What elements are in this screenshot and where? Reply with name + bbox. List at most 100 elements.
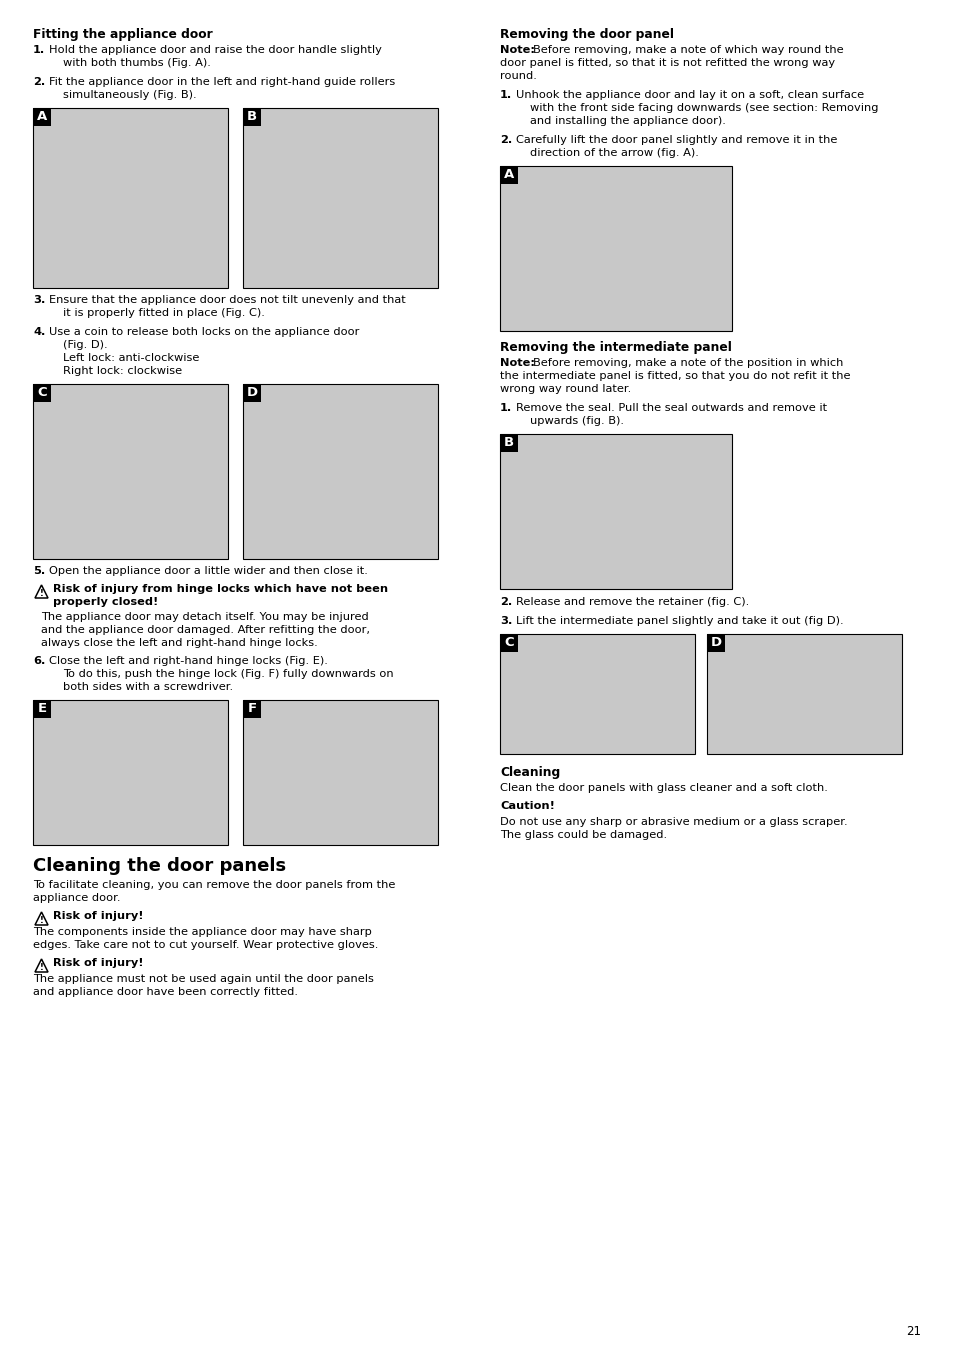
Text: 2.: 2. [499, 597, 512, 608]
Text: !: ! [39, 963, 44, 972]
Text: The appliance door may detach itself. You may be injured: The appliance door may detach itself. Yo… [41, 612, 369, 622]
Text: 3.: 3. [33, 296, 46, 305]
Text: Fit the appliance door in the left and right-hand guide rollers: Fit the appliance door in the left and r… [49, 77, 395, 86]
Text: appliance door.: appliance door. [33, 892, 120, 903]
Text: 1.: 1. [33, 45, 45, 55]
Text: 6.: 6. [33, 656, 46, 666]
Text: D: D [246, 386, 257, 400]
Text: Remove the seal. Pull the seal outwards and remove it: Remove the seal. Pull the seal outwards … [516, 404, 826, 413]
Bar [243, 701, 261, 718]
Bar [33, 108, 51, 126]
Text: Open the appliance door a little wider and then close it.: Open the appliance door a little wider a… [49, 566, 368, 576]
Text: Removing the door panel: Removing the door panel [499, 28, 673, 40]
Text: 5.: 5. [33, 566, 45, 576]
Text: upwards (fig. B).: upwards (fig. B). [530, 416, 623, 427]
Text: The glass could be damaged.: The glass could be damaged. [499, 830, 666, 840]
Text: 1.: 1. [499, 404, 512, 413]
Bar [706, 634, 724, 652]
Text: To facilitate cleaning, you can remove the door panels from the: To facilitate cleaning, you can remove t… [33, 880, 395, 890]
Bar [499, 433, 731, 589]
Text: Hold the appliance door and raise the door handle slightly: Hold the appliance door and raise the do… [49, 45, 381, 55]
Bar [243, 108, 261, 126]
Bar [499, 634, 695, 755]
Text: edges. Take care not to cut yourself. Wear protective gloves.: edges. Take care not to cut yourself. We… [33, 940, 378, 950]
Text: Lift the intermediate panel slightly and take it out (fig D).: Lift the intermediate panel slightly and… [516, 616, 842, 626]
Text: it is properly fitted in place (Fig. C).: it is properly fitted in place (Fig. C). [63, 308, 265, 319]
Text: door panel is fitted, so that it is not refitted the wrong way: door panel is fitted, so that it is not … [499, 58, 834, 68]
Text: wrong way round later.: wrong way round later. [499, 383, 631, 394]
Bar [499, 433, 517, 452]
Text: Cleaning: Cleaning [499, 765, 559, 779]
Text: Fitting the appliance door: Fitting the appliance door [33, 28, 213, 40]
Text: 21: 21 [905, 1324, 920, 1338]
Polygon shape [35, 913, 48, 925]
Text: A: A [503, 169, 514, 181]
Text: Before removing, make a note of which way round the: Before removing, make a note of which wa… [533, 45, 842, 55]
Bar [499, 166, 731, 331]
Bar [243, 701, 437, 845]
Text: simultaneously (Fig. B).: simultaneously (Fig. B). [63, 90, 196, 100]
Text: A: A [37, 111, 47, 123]
Text: Carefully lift the door panel slightly and remove it in the: Carefully lift the door panel slightly a… [516, 135, 837, 144]
Text: always close the left and right-hand hinge locks.: always close the left and right-hand hin… [41, 639, 317, 648]
Text: Risk of injury!: Risk of injury! [53, 911, 143, 921]
Text: and installing the appliance door).: and installing the appliance door). [530, 116, 725, 126]
Bar [33, 108, 228, 288]
Text: 2.: 2. [33, 77, 45, 86]
Text: both sides with a screwdriver.: both sides with a screwdriver. [63, 682, 233, 693]
Text: 2.: 2. [499, 135, 512, 144]
Text: Release and remove the retainer (fig. C).: Release and remove the retainer (fig. C)… [516, 597, 748, 608]
Bar [499, 166, 517, 184]
Text: the intermediate panel is fitted, so that you do not refit it the: the intermediate panel is fitted, so tha… [499, 371, 850, 381]
Bar [243, 383, 261, 402]
Text: and appliance door have been correctly fitted.: and appliance door have been correctly f… [33, 987, 297, 998]
Text: To do this, push the hinge lock (Fig. F) fully downwards on: To do this, push the hinge lock (Fig. F)… [63, 670, 394, 679]
Bar [499, 634, 517, 652]
Text: Right lock: clockwise: Right lock: clockwise [63, 366, 182, 377]
Text: 3.: 3. [499, 616, 512, 626]
Text: and the appliance door damaged. After refitting the door,: and the appliance door damaged. After re… [41, 625, 370, 634]
Text: Note:: Note: [499, 45, 535, 55]
Text: Use a coin to release both locks on the appliance door: Use a coin to release both locks on the … [49, 327, 359, 338]
Text: Left lock: anti-clockwise: Left lock: anti-clockwise [63, 352, 199, 363]
Bar [243, 383, 437, 559]
Text: Close the left and right-hand hinge locks (Fig. E).: Close the left and right-hand hinge lock… [49, 656, 328, 666]
Text: Removing the intermediate panel: Removing the intermediate panel [499, 342, 731, 354]
Text: Do not use any sharp or abrasive medium or a glass scraper.: Do not use any sharp or abrasive medium … [499, 817, 846, 828]
Bar [33, 383, 51, 402]
Text: with both thumbs (Fig. A).: with both thumbs (Fig. A). [63, 58, 211, 68]
Text: C: C [37, 386, 47, 400]
Bar [33, 701, 228, 845]
Bar [33, 383, 228, 559]
Text: 1.: 1. [499, 90, 512, 100]
Text: (Fig. D).: (Fig. D). [63, 340, 108, 350]
Text: Clean the door panels with glass cleaner and a soft cloth.: Clean the door panels with glass cleaner… [499, 783, 827, 792]
Text: C: C [503, 636, 514, 649]
Text: Ensure that the appliance door does not tilt unevenly and that: Ensure that the appliance door does not … [49, 296, 405, 305]
Text: Cleaning the door panels: Cleaning the door panels [33, 857, 286, 875]
Text: Note:: Note: [499, 358, 535, 369]
Polygon shape [35, 585, 48, 598]
Text: Before removing, make a note of the position in which: Before removing, make a note of the posi… [533, 358, 842, 369]
Text: with the front side facing downwards (see section: Removing: with the front side facing downwards (se… [530, 103, 878, 113]
Text: round.: round. [499, 72, 537, 81]
Polygon shape [35, 958, 48, 972]
Text: The appliance must not be used again until the door panels: The appliance must not be used again unt… [33, 973, 374, 984]
Text: Caution!: Caution! [499, 801, 555, 811]
Text: Risk of injury!: Risk of injury! [53, 958, 143, 968]
Text: B: B [503, 436, 514, 450]
Text: 4.: 4. [33, 327, 46, 338]
Text: E: E [37, 702, 47, 716]
Text: !: ! [39, 915, 44, 925]
Text: Risk of injury from hinge locks which have not been: Risk of injury from hinge locks which ha… [53, 585, 388, 594]
Text: The components inside the appliance door may have sharp: The components inside the appliance door… [33, 927, 372, 937]
Text: properly closed!: properly closed! [53, 597, 158, 608]
Text: F: F [247, 702, 256, 716]
Bar [33, 701, 51, 718]
Text: D: D [710, 636, 720, 649]
Text: B: B [247, 111, 256, 123]
Text: !: ! [39, 589, 44, 598]
Text: Unhook the appliance door and lay it on a soft, clean surface: Unhook the appliance door and lay it on … [516, 90, 863, 100]
Text: direction of the arrow (fig. A).: direction of the arrow (fig. A). [530, 148, 699, 158]
Bar [243, 108, 437, 288]
